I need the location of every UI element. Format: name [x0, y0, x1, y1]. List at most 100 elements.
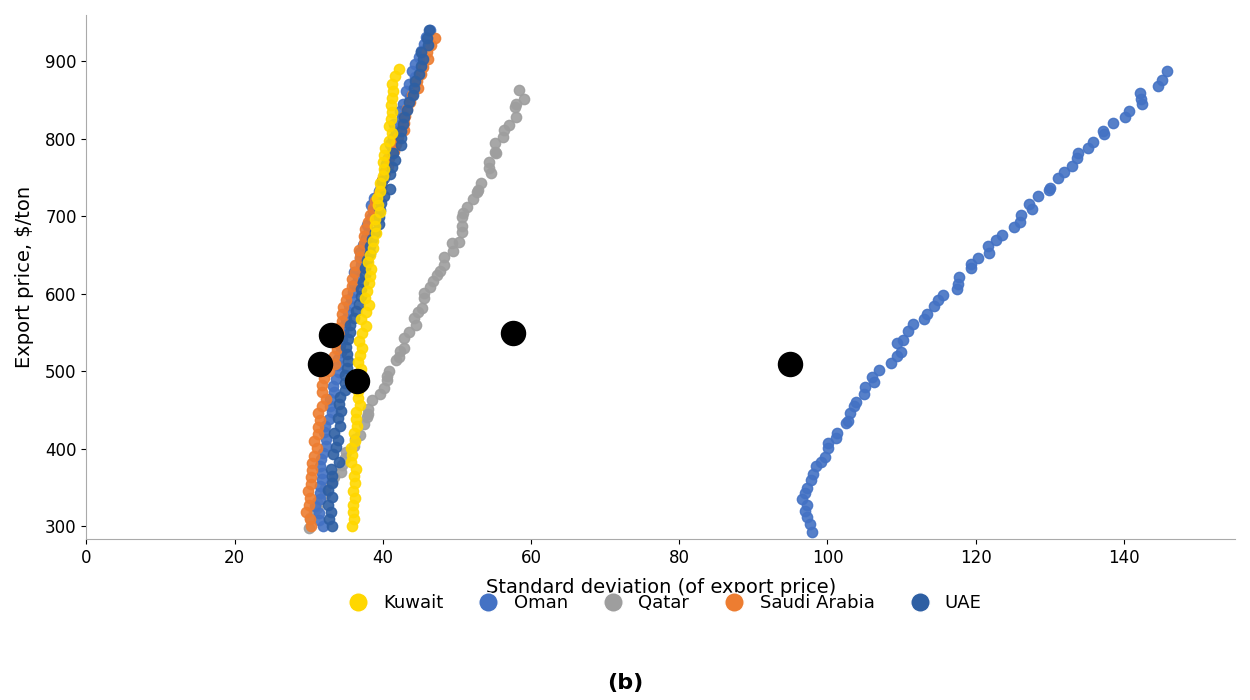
Point — [322, 380, 342, 391]
Point — [331, 316, 351, 327]
Point — [357, 216, 377, 228]
Point — [899, 326, 919, 337]
Point — [328, 360, 348, 371]
Point — [406, 319, 426, 330]
Point — [342, 521, 362, 532]
Point — [806, 461, 826, 472]
Point — [346, 407, 366, 418]
Point — [468, 184, 488, 195]
Point — [412, 54, 432, 65]
Point — [365, 195, 385, 206]
Point — [312, 521, 332, 532]
Point — [381, 106, 401, 118]
Point — [381, 162, 401, 173]
Point — [422, 276, 442, 287]
Point — [385, 71, 405, 82]
Point — [351, 260, 371, 271]
Point — [1158, 66, 1177, 77]
Point — [394, 99, 414, 110]
Point — [345, 478, 365, 489]
Point — [412, 61, 432, 72]
Point — [324, 427, 344, 438]
Point — [320, 400, 340, 411]
Point — [409, 68, 429, 79]
Point — [335, 370, 355, 381]
Point — [351, 314, 371, 325]
Point — [379, 365, 399, 377]
Point — [381, 78, 401, 89]
Point — [1069, 148, 1089, 159]
Point — [792, 493, 812, 504]
Point — [351, 342, 371, 354]
Point — [375, 167, 395, 178]
Point — [402, 89, 422, 100]
Point — [310, 480, 330, 491]
Point — [348, 385, 368, 396]
Point — [485, 146, 505, 158]
Point — [961, 262, 981, 274]
Point — [335, 384, 355, 395]
Point — [374, 190, 394, 202]
Point — [300, 512, 320, 524]
Point — [322, 477, 342, 488]
Point — [499, 120, 519, 131]
Point — [378, 374, 398, 386]
Point — [299, 522, 319, 533]
Point — [344, 514, 364, 525]
Point — [1078, 142, 1098, 153]
Point — [505, 102, 525, 113]
Point — [370, 185, 390, 196]
Point — [379, 153, 399, 164]
Point — [348, 273, 368, 284]
Point — [494, 132, 514, 143]
Point — [326, 373, 346, 384]
Point — [314, 372, 334, 384]
Point — [1068, 153, 1088, 164]
Point — [444, 245, 464, 256]
Point — [355, 292, 375, 303]
Point — [299, 485, 319, 496]
Point — [386, 139, 406, 150]
Point — [310, 358, 330, 369]
Point — [398, 104, 418, 115]
Point — [506, 99, 526, 110]
Point — [1055, 167, 1075, 178]
Point — [394, 118, 414, 129]
Point — [350, 429, 370, 440]
Point — [357, 256, 377, 267]
Point — [306, 497, 326, 508]
Point — [815, 452, 835, 463]
Point — [494, 125, 514, 136]
Point — [325, 337, 345, 348]
Point — [881, 358, 901, 369]
Point — [354, 238, 374, 249]
Point — [338, 363, 357, 374]
Point — [319, 414, 339, 425]
Point — [370, 178, 390, 189]
Point — [382, 147, 402, 158]
Point — [324, 471, 344, 482]
Point — [357, 219, 377, 230]
Point — [844, 400, 864, 412]
Point — [354, 419, 374, 430]
Point — [369, 219, 389, 230]
Point — [319, 365, 339, 376]
Point — [1132, 99, 1152, 110]
Point — [479, 156, 499, 167]
Point — [346, 414, 366, 425]
Point — [314, 427, 334, 438]
Point — [345, 259, 365, 270]
Point — [354, 231, 374, 242]
Point — [404, 90, 424, 101]
Point — [321, 463, 341, 475]
Point — [928, 295, 948, 306]
Point — [390, 345, 410, 356]
Point — [408, 82, 428, 93]
Point — [335, 320, 355, 331]
Point — [374, 149, 394, 160]
Point — [411, 45, 431, 56]
Point — [381, 146, 401, 157]
Point — [304, 506, 324, 517]
Point — [310, 414, 330, 426]
Point — [420, 25, 440, 36]
